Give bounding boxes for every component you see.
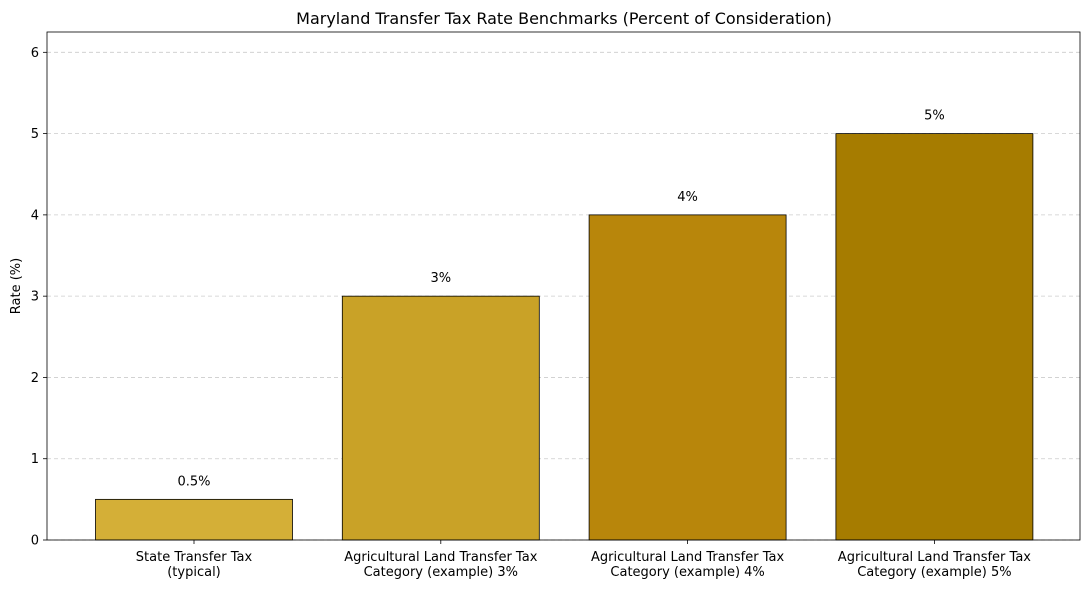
data-label: 4%	[677, 190, 698, 205]
x-tick-label: Agricultural Land Transfer Tax	[591, 550, 784, 565]
bar	[341, 295, 540, 541]
x-tick-label: Category (example) 3%	[364, 565, 518, 580]
data-label: 5%	[924, 109, 945, 124]
y-tick-label: 1	[31, 452, 39, 467]
y-tick-label: 0	[31, 534, 39, 549]
x-tick-label: Agricultural Land Transfer Tax	[344, 550, 537, 565]
chart-title: Maryland Transfer Tax Rate Benchmarks (P…	[296, 9, 832, 28]
y-tick-label: 3	[31, 290, 39, 305]
bar	[588, 214, 787, 541]
y-tick-label: 6	[31, 46, 39, 61]
y-axis-label: Rate (%)	[9, 258, 24, 314]
data-label: 0.5%	[177, 474, 210, 489]
x-tick-label: Category (example) 5%	[857, 565, 1011, 580]
y-tick-label: 2	[31, 371, 39, 386]
y-tick-label: 5	[31, 127, 39, 142]
plot-frame	[46, 31, 1081, 541]
bar	[95, 498, 293, 541]
x-tick-label: Agricultural Land Transfer Tax	[838, 550, 1031, 565]
y-tick-label: 4	[31, 208, 39, 223]
x-tick-label: (typical)	[167, 565, 221, 580]
data-label: 3%	[430, 271, 451, 286]
bar	[835, 133, 1034, 541]
x-tick-label: Category (example) 4%	[610, 565, 764, 580]
x-tick-label: State Transfer Tax	[136, 550, 253, 565]
